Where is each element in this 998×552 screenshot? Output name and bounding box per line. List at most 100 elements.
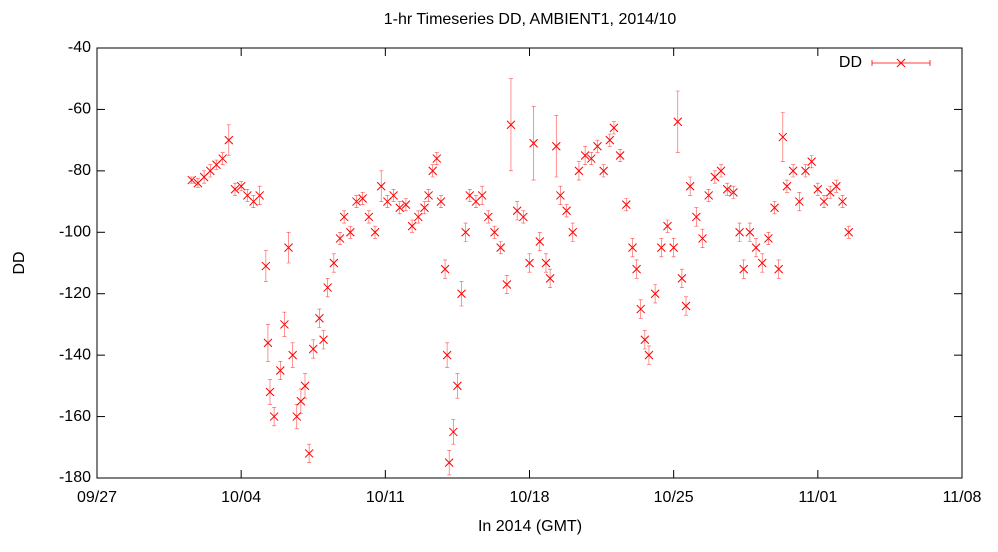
point xyxy=(457,289,466,299)
point xyxy=(444,458,454,467)
point xyxy=(461,227,471,237)
point xyxy=(483,212,493,222)
point xyxy=(801,166,810,176)
y-tick-label: -40 xyxy=(68,39,91,56)
point xyxy=(453,381,462,391)
point xyxy=(506,120,516,130)
point xyxy=(621,200,631,209)
x-tick-label: 10/04 xyxy=(221,489,261,506)
point xyxy=(230,184,240,194)
point xyxy=(677,274,687,283)
point xyxy=(448,427,458,437)
point xyxy=(308,344,318,354)
x-tick-label: 11/08 xyxy=(943,489,982,506)
point xyxy=(568,227,578,237)
point xyxy=(628,243,637,252)
legend-label: DD xyxy=(839,54,862,71)
point xyxy=(691,212,701,222)
y-tick-label: -80 xyxy=(68,162,91,179)
point xyxy=(413,212,423,222)
point xyxy=(844,227,854,237)
point xyxy=(704,191,714,200)
point xyxy=(218,154,227,163)
point xyxy=(632,264,641,274)
point xyxy=(315,313,324,323)
point xyxy=(673,117,683,127)
point xyxy=(300,381,310,391)
point xyxy=(395,203,405,213)
x-tick-label: 10/11 xyxy=(366,489,405,506)
point xyxy=(389,191,398,200)
point xyxy=(551,141,561,151)
point xyxy=(292,412,302,421)
point xyxy=(640,335,650,345)
point xyxy=(364,212,374,222)
point xyxy=(502,280,512,289)
point xyxy=(187,175,197,185)
point xyxy=(669,243,679,252)
y-axis-label: DD xyxy=(11,251,28,274)
point xyxy=(644,350,654,360)
point xyxy=(401,200,411,209)
point xyxy=(615,151,625,160)
chart-title: 1-hr Timeseries DD, AMBIENT1, 2014/10 xyxy=(384,11,677,28)
point xyxy=(757,258,767,268)
point xyxy=(280,320,289,329)
point xyxy=(819,197,829,206)
y-tick-label: -160 xyxy=(59,408,91,425)
point xyxy=(751,243,761,252)
point xyxy=(650,289,660,299)
point xyxy=(319,335,328,345)
point xyxy=(296,396,306,406)
point xyxy=(739,264,749,274)
y-tick-label: -120 xyxy=(59,285,91,302)
point xyxy=(813,184,823,194)
point xyxy=(490,227,499,237)
point xyxy=(838,197,847,206)
point xyxy=(580,151,590,160)
point xyxy=(329,258,339,268)
point xyxy=(593,141,602,151)
point xyxy=(832,181,841,191)
point xyxy=(263,338,273,348)
point xyxy=(424,191,433,200)
point xyxy=(407,221,417,231)
point xyxy=(255,191,265,200)
legend-marker xyxy=(896,58,906,68)
point xyxy=(352,197,361,206)
point xyxy=(782,181,792,191)
point xyxy=(370,227,380,237)
point xyxy=(729,188,738,197)
point xyxy=(599,166,608,176)
point xyxy=(698,234,707,243)
point xyxy=(345,227,355,237)
point xyxy=(477,191,487,200)
point xyxy=(716,166,726,176)
y-tick-label: -60 xyxy=(68,101,91,118)
point xyxy=(609,123,619,133)
point xyxy=(496,243,506,252)
point xyxy=(236,181,246,191)
point xyxy=(442,350,452,360)
point xyxy=(556,191,565,200)
point xyxy=(304,449,314,458)
point xyxy=(323,283,333,292)
point xyxy=(788,166,798,176)
point xyxy=(562,206,571,216)
point xyxy=(774,264,784,274)
x-tick-label: 10/18 xyxy=(509,489,549,506)
point xyxy=(807,157,817,166)
y-tick-label: -100 xyxy=(59,224,91,241)
point xyxy=(685,181,695,191)
point xyxy=(794,197,804,206)
point xyxy=(586,154,596,163)
point xyxy=(269,412,279,421)
x-tick-label: 11/01 xyxy=(798,489,837,506)
point xyxy=(605,135,615,145)
x-axis-label: In 2014 (GMT) xyxy=(478,518,582,535)
point xyxy=(535,237,545,246)
point xyxy=(636,304,646,314)
y-tick-label: -140 xyxy=(59,346,91,363)
